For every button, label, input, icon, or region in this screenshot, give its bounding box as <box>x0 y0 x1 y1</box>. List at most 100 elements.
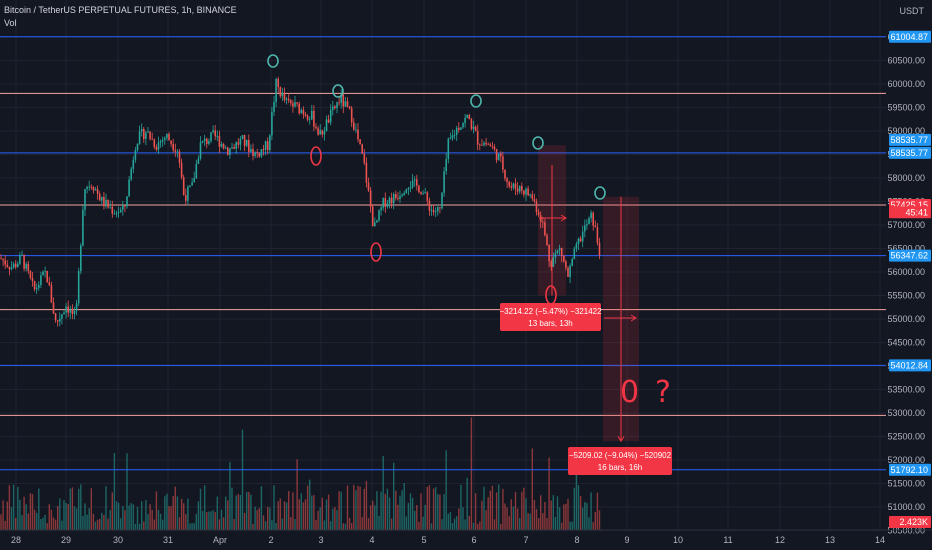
horizontal-levels[interactable] <box>0 36 886 471</box>
volume-bar <box>132 504 134 530</box>
volume-bar <box>348 517 351 530</box>
level-price-tag-bg <box>889 463 931 476</box>
volume-bar <box>535 509 538 530</box>
candle-body <box>33 280 36 290</box>
volume-bar <box>138 523 141 530</box>
candle-body <box>170 140 172 144</box>
price-tick-label: 56000.00 <box>887 267 925 277</box>
candle-body <box>397 198 399 200</box>
candle-body <box>359 139 361 145</box>
red-circle-mark <box>310 146 322 166</box>
volume-bar <box>414 510 416 530</box>
candle-body <box>539 215 542 222</box>
volume-bar <box>246 492 248 530</box>
candle-body <box>376 220 378 223</box>
level-price-tag-bg <box>889 249 931 262</box>
candle-body <box>176 151 179 153</box>
candle-body <box>63 312 65 315</box>
volume-bar <box>355 490 357 530</box>
candle-body <box>344 101 347 107</box>
candle-body <box>390 197 393 204</box>
volume-bar <box>435 487 437 530</box>
volume-bar <box>258 508 260 530</box>
axis-tag-bg <box>889 206 931 219</box>
volume-bar <box>302 502 305 530</box>
volume-bar <box>540 495 542 530</box>
level-price-tag-bg <box>889 30 931 43</box>
candle-body <box>560 247 563 256</box>
volume-bar <box>178 517 181 530</box>
candle-body <box>403 193 405 195</box>
volume-bar <box>479 521 481 530</box>
volume-bar <box>584 502 586 530</box>
candle-body <box>208 141 210 144</box>
candle-body <box>56 320 59 322</box>
candle-body <box>145 132 147 139</box>
measurement-zones <box>538 145 639 443</box>
candle-body <box>271 112 273 136</box>
candle-body <box>384 198 387 207</box>
volume-bar <box>120 518 122 530</box>
candle-body <box>107 199 109 208</box>
candle-body <box>42 271 44 276</box>
volume-bar <box>6 501 8 530</box>
candle-body <box>332 106 334 111</box>
volume-bar <box>288 491 290 530</box>
volume-bar <box>147 514 149 530</box>
volume-bar <box>225 496 227 530</box>
candle-body <box>504 169 506 179</box>
candle-body <box>506 178 508 183</box>
candle-body <box>531 194 534 199</box>
volume-bar <box>29 493 32 530</box>
volume-bar <box>25 504 27 530</box>
volume-bar <box>405 516 407 530</box>
volume-bar <box>290 517 292 530</box>
time-axis[interactable]: 28 29 30 31 Apr 2 3 4 5 6 7 8 9 10 11 12 13 14 <box>0 529 932 545</box>
volume-bar <box>126 453 128 530</box>
volume-bar <box>418 521 420 530</box>
volume-bar <box>407 502 410 530</box>
volume-bar <box>481 500 483 530</box>
candle-body <box>59 318 61 322</box>
candle-body <box>334 106 336 109</box>
volume-bar <box>80 484 82 530</box>
time-tick-label: 7 <box>523 535 528 545</box>
candle-body <box>109 206 111 208</box>
candle-body <box>544 222 546 236</box>
volume-bar <box>500 523 502 530</box>
volume-bar <box>592 522 594 530</box>
volume-bar <box>563 504 565 530</box>
volume-bar <box>367 518 370 530</box>
candle-body <box>361 144 363 154</box>
candle-body <box>420 192 422 194</box>
volume-bar <box>477 523 479 530</box>
volume-bar <box>143 521 145 530</box>
candle-body <box>460 127 462 130</box>
candle-body <box>233 147 235 149</box>
level-price-tag: 51792.10 <box>890 465 928 475</box>
volume-bar <box>357 485 359 530</box>
volume-bar <box>103 514 105 530</box>
candle-body <box>101 196 103 201</box>
volume-bar <box>78 488 80 530</box>
volume-bar <box>23 496 25 530</box>
candle-body <box>264 141 267 150</box>
candle-body <box>311 110 313 120</box>
volume-bar <box>468 515 470 530</box>
price-tick-label: 55000.00 <box>887 314 925 324</box>
candle-body <box>596 227 599 243</box>
price-axis[interactable]: 61000.0060500.0060000.0059500.0059000.00… <box>887 30 931 536</box>
candle-body <box>346 101 349 107</box>
candle-body <box>73 310 76 314</box>
volume-bar <box>183 503 185 530</box>
time-tick-label: 28 <box>11 535 21 545</box>
volume-bar <box>145 500 147 530</box>
volume-bar <box>67 504 69 530</box>
volume-bar <box>206 512 208 530</box>
candle-body <box>321 130 324 135</box>
volume-bar <box>548 457 550 530</box>
volume-bar <box>458 508 460 530</box>
candle-body <box>451 135 454 139</box>
candle-body <box>216 135 219 137</box>
